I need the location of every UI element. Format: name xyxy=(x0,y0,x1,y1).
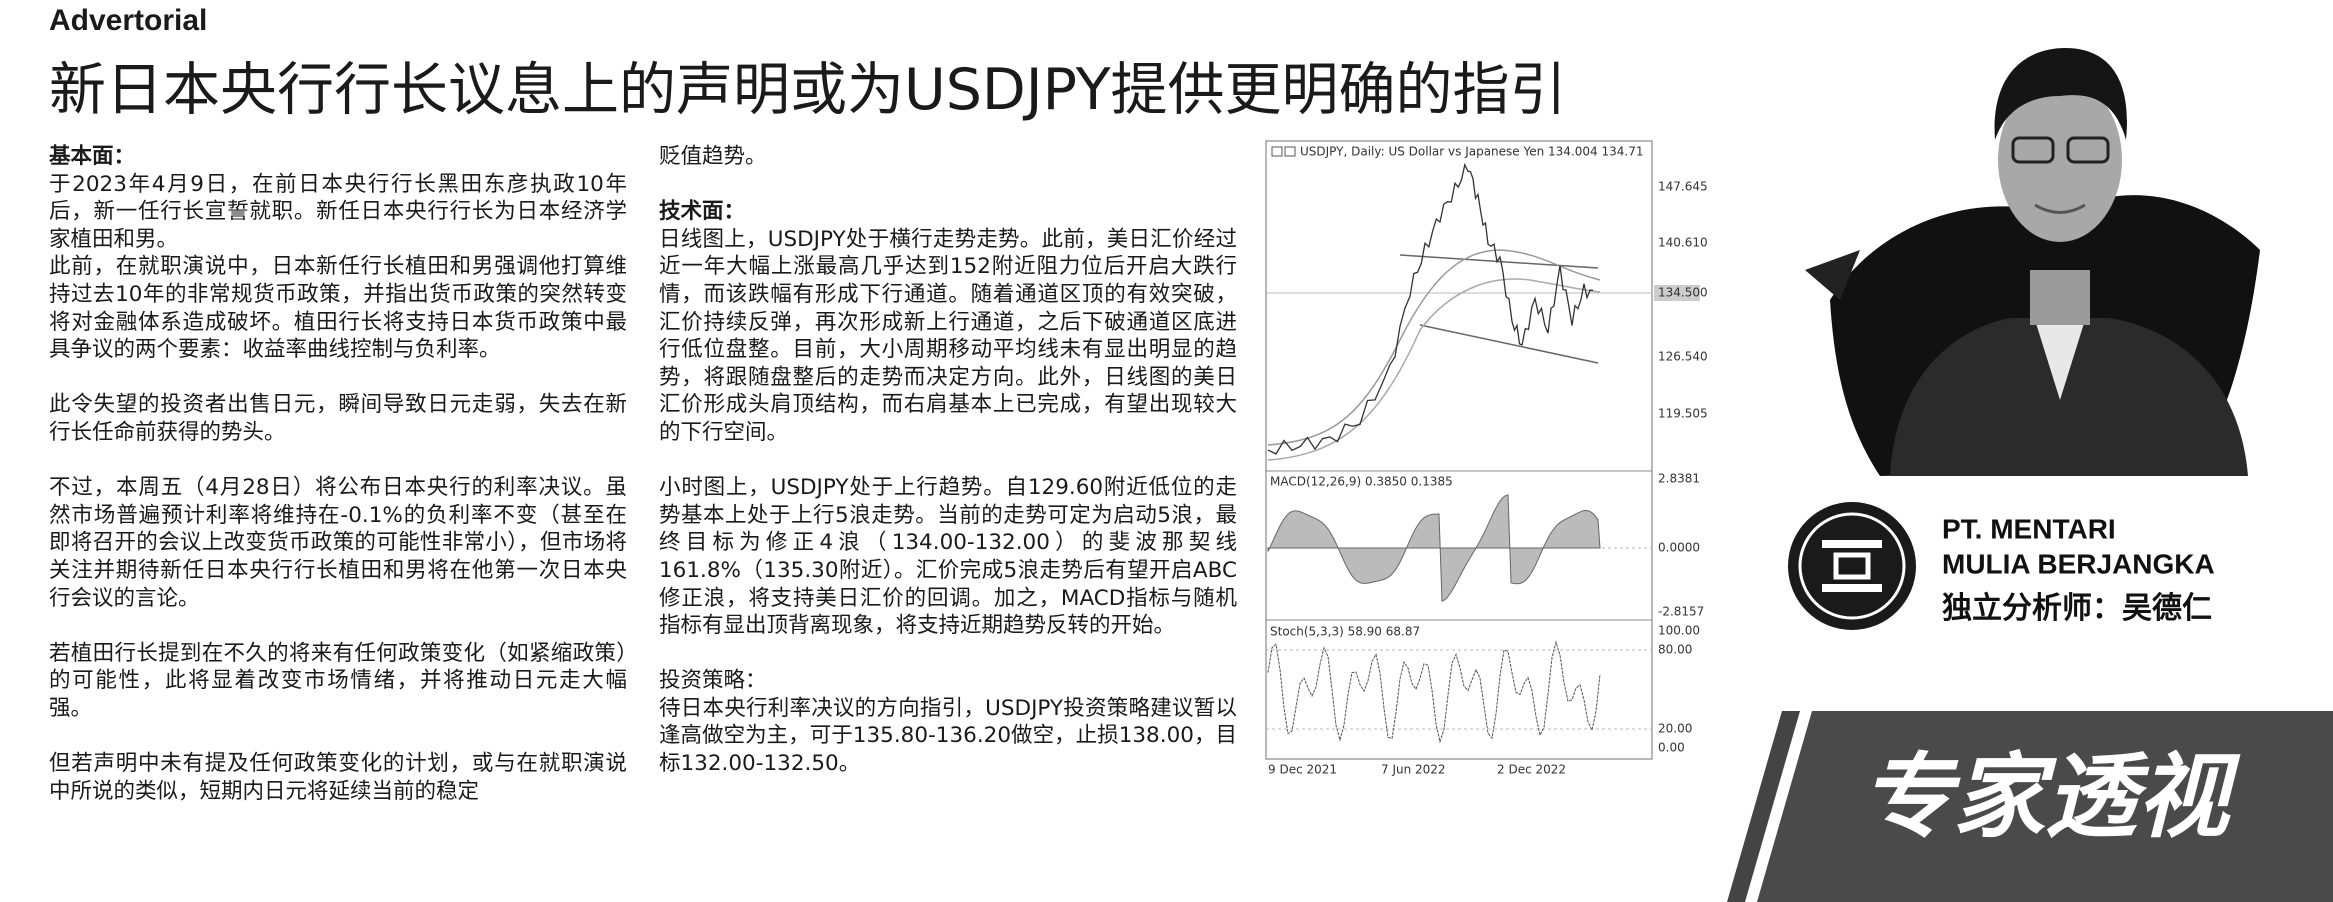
logo-mark xyxy=(1822,584,1882,592)
macd-tick-label: -2.8157 xyxy=(1658,605,1704,619)
stoch-tick-label: 0.00 xyxy=(1658,741,1685,755)
stoch-tick-label: 100.00 xyxy=(1658,624,1700,638)
chart-image xyxy=(1266,141,1700,759)
chart-title: USDJPY, Daily: US Dollar vs Japanese Yen… xyxy=(1300,145,1643,159)
company-name: PT. MENTARI xyxy=(1942,513,2116,544)
analyst-name: 独立分析师：吴德仁 xyxy=(1942,591,2212,626)
macd-label: MACD(12,26,9) 0.3850 0.1385 xyxy=(1270,475,1453,489)
date-label: 7 Jun 2022 xyxy=(1381,763,1446,777)
banner-text: 专家透视 xyxy=(1861,743,2241,850)
company-name: MULIA BERJANGKA xyxy=(1942,548,2215,579)
date-label: 9 Dec 2021 xyxy=(1268,763,1337,777)
stoch-tick-label: 80.00 xyxy=(1658,643,1692,657)
price-tick-label: 119.505 xyxy=(1658,407,1708,421)
portrait xyxy=(1805,48,2260,476)
page: Advertorial 新日本央行行长议息上的声明或为USDJPY提供更明确的指… xyxy=(0,0,2333,902)
macd-tick-label: 2.8381 xyxy=(1658,472,1700,486)
logo-mark xyxy=(1822,540,1882,548)
artwork: PT. MENTARI MULIA BERJANGKA 独立分析师：吴德仁 专家… xyxy=(0,0,2333,902)
logo-circle xyxy=(1788,502,1916,630)
neck xyxy=(2030,270,2090,325)
price-tick-label: 126.540 xyxy=(1658,350,1708,364)
stoch-label: Stoch(5,3,3) 58.90 68.87 xyxy=(1270,625,1420,639)
date-label: 2 Dec 2022 xyxy=(1497,763,1566,777)
price-tick-label: 134.500 xyxy=(1658,286,1708,300)
price-tick-label: 140.610 xyxy=(1658,236,1708,250)
macd-tick-label: 0.0000 xyxy=(1658,541,1700,555)
stoch-tick-label: 20.00 xyxy=(1658,722,1692,736)
logo xyxy=(1788,502,1916,630)
price-tick-label: 147.645 xyxy=(1658,180,1708,194)
